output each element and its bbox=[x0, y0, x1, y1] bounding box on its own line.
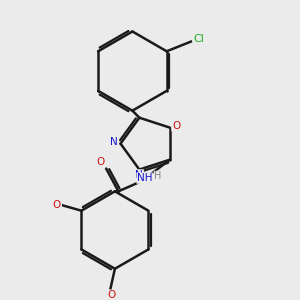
Text: O: O bbox=[107, 290, 116, 300]
Text: O: O bbox=[52, 200, 61, 209]
Text: O: O bbox=[172, 121, 180, 131]
Text: H: H bbox=[154, 171, 162, 182]
Text: N: N bbox=[110, 137, 118, 147]
Text: O: O bbox=[97, 157, 105, 167]
Text: N: N bbox=[136, 170, 143, 180]
Text: NH: NH bbox=[137, 173, 152, 183]
Text: Cl: Cl bbox=[194, 34, 204, 44]
